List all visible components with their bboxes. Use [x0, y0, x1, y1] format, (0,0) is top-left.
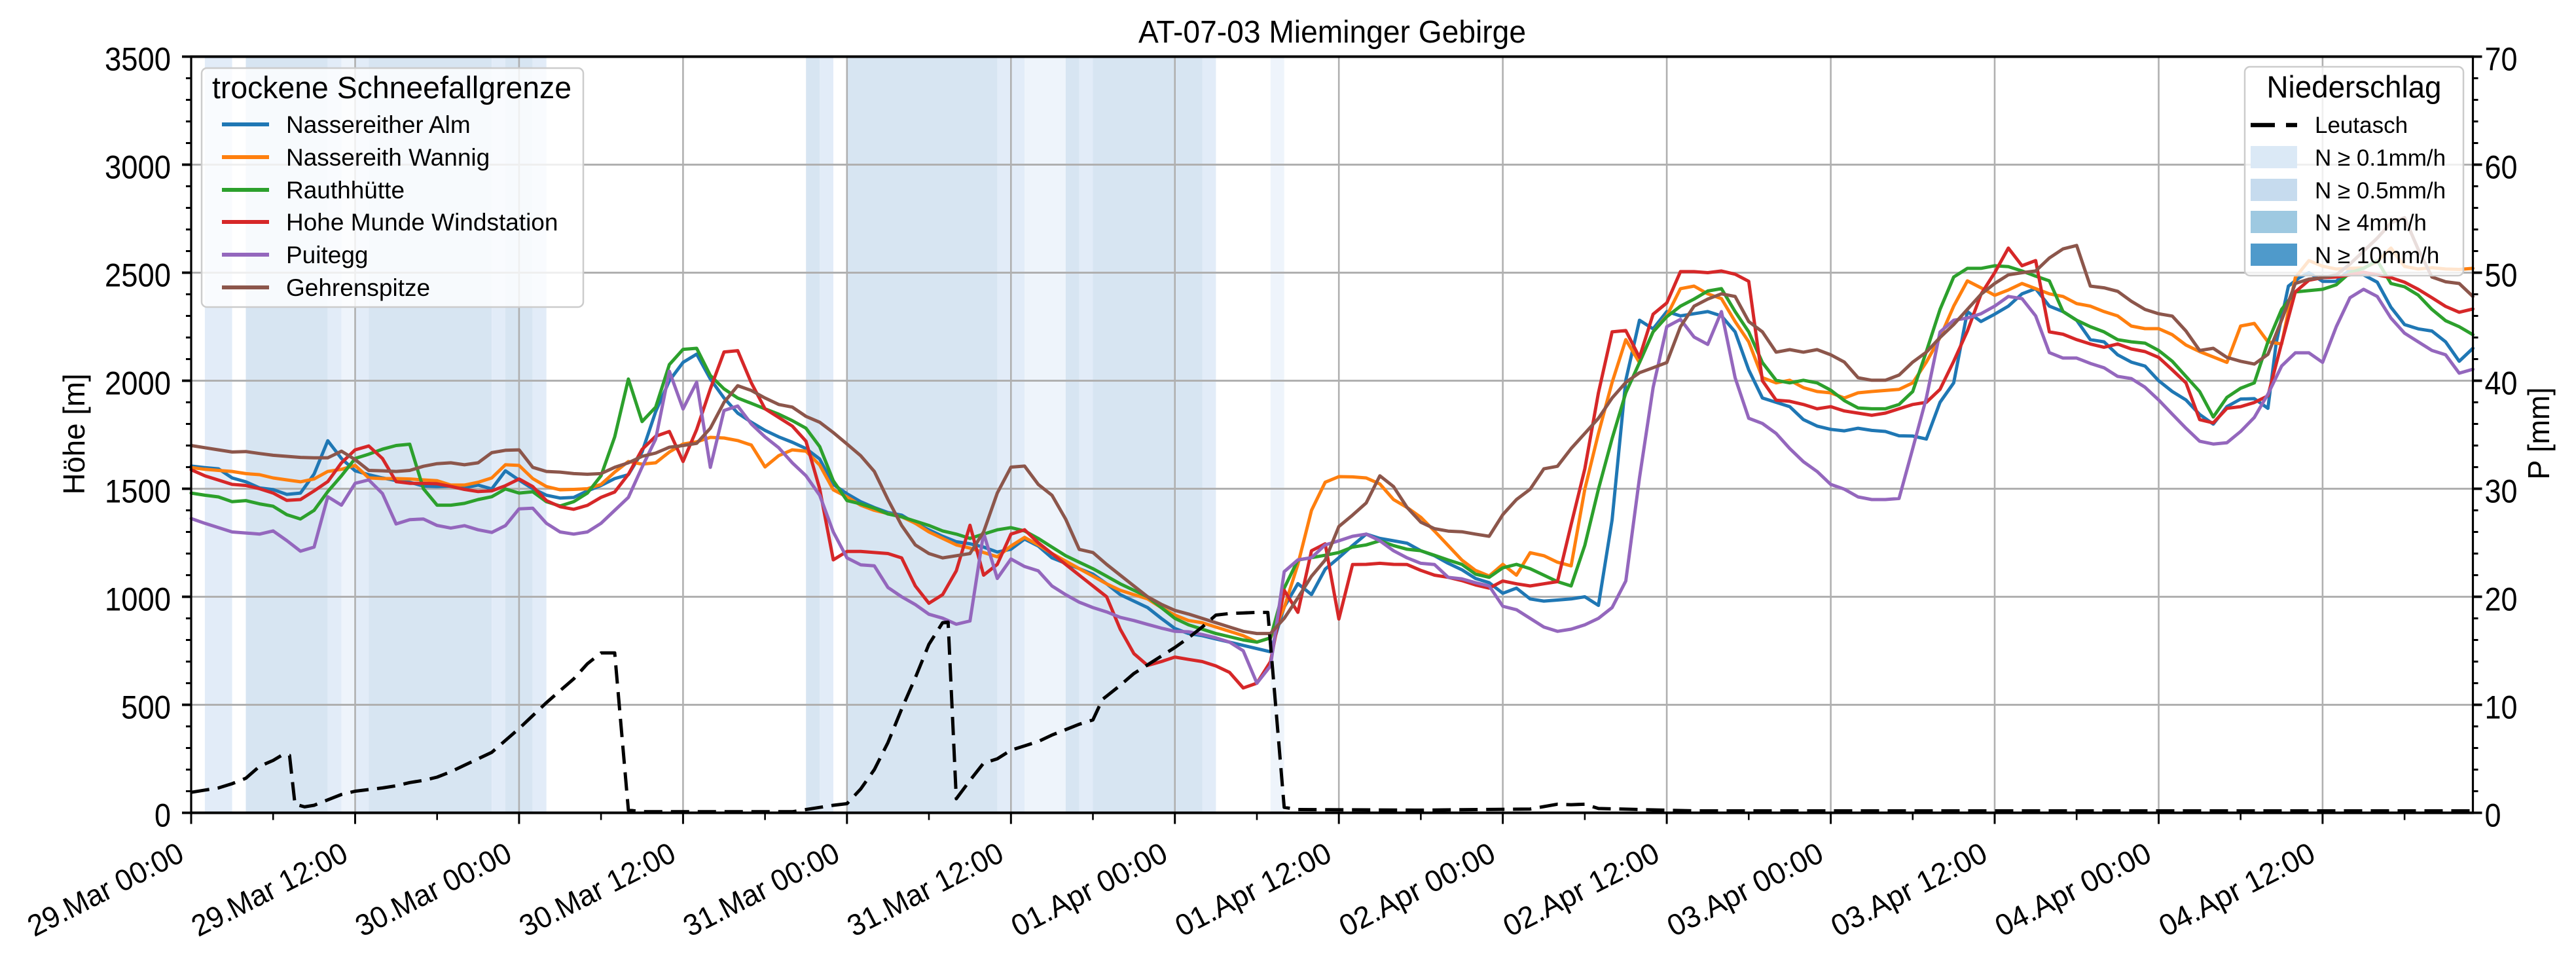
- svg-text:50: 50: [2485, 257, 2518, 294]
- svg-text:2500: 2500: [105, 257, 171, 294]
- svg-text:20: 20: [2485, 581, 2518, 618]
- svg-text:Puitegg: Puitegg: [286, 242, 369, 268]
- svg-text:2000: 2000: [105, 365, 171, 402]
- svg-text:30: 30: [2485, 473, 2518, 510]
- svg-text:Niederschlag: Niederschlag: [2267, 69, 2442, 104]
- svg-text:3000: 3000: [105, 149, 171, 186]
- svg-text:3500: 3500: [105, 41, 171, 78]
- svg-text:10: 10: [2485, 689, 2518, 726]
- svg-text:0: 0: [154, 797, 171, 834]
- svg-text:N ≥ 10mm/h: N ≥ 10mm/h: [2315, 243, 2439, 268]
- svg-text:1000: 1000: [105, 581, 171, 618]
- svg-text:500: 500: [121, 689, 171, 726]
- svg-text:Höhe [m]: Höhe [m]: [57, 374, 91, 495]
- svg-text:Leutasch: Leutasch: [2315, 113, 2408, 138]
- svg-text:N ≥ 0.1mm/h: N ≥ 0.1mm/h: [2315, 145, 2446, 171]
- svg-text:Nassereither Alm: Nassereither Alm: [286, 111, 471, 138]
- svg-text:1500: 1500: [105, 473, 171, 510]
- svg-text:Gehrenspitze: Gehrenspitze: [286, 274, 430, 301]
- svg-text:Hohe Munde Windstation: Hohe Munde Windstation: [286, 209, 558, 236]
- svg-text:trockene Schneefallgrenze: trockene Schneefallgrenze: [212, 70, 571, 105]
- svg-text:AT-07-03 Mieminger Gebirge: AT-07-03 Mieminger Gebirge: [1138, 15, 1526, 50]
- svg-text:0: 0: [2485, 797, 2501, 834]
- svg-text:Rauthhütte: Rauthhütte: [286, 177, 405, 204]
- svg-text:70: 70: [2485, 41, 2518, 78]
- svg-text:40: 40: [2485, 365, 2518, 402]
- svg-text:P [mm]: P [mm]: [2522, 388, 2556, 480]
- svg-text:N ≥ 0.5mm/h: N ≥ 0.5mm/h: [2315, 178, 2446, 204]
- svg-text:Nassereith Wannig: Nassereith Wannig: [286, 144, 490, 171]
- svg-text:60: 60: [2485, 149, 2518, 186]
- svg-text:N ≥ 4mm/h: N ≥ 4mm/h: [2315, 210, 2427, 236]
